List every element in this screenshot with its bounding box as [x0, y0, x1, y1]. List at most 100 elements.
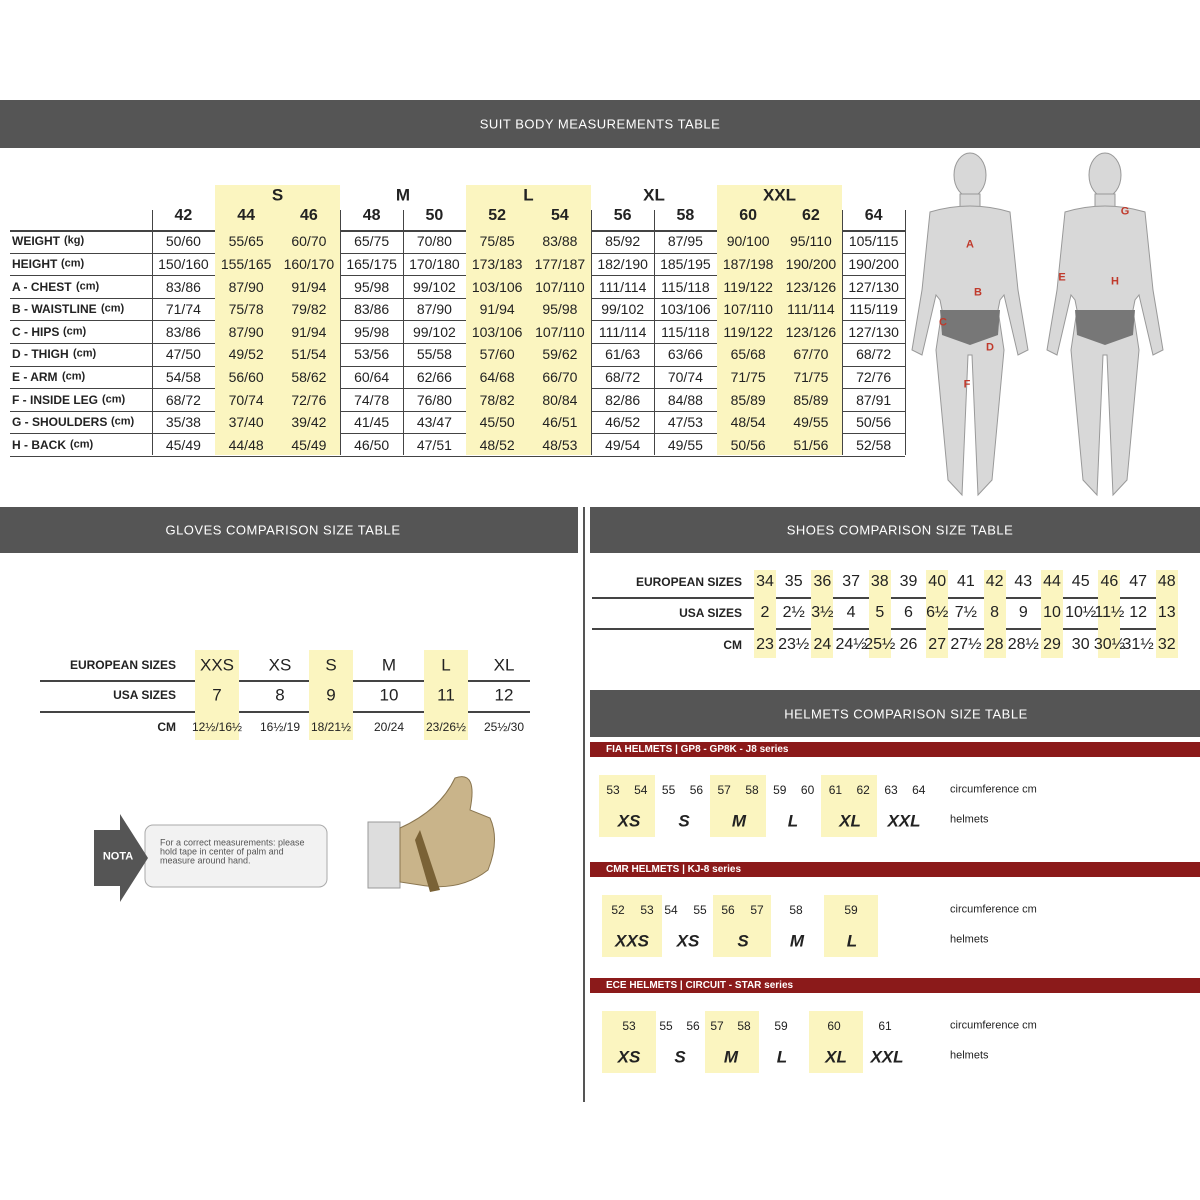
cell: 13	[1157, 604, 1176, 621]
highlight	[821, 775, 877, 837]
row-label: circumference cm	[950, 783, 1037, 796]
cell: 2	[760, 604, 770, 621]
figure-label: A	[966, 238, 974, 251]
cell: 123/126	[785, 323, 837, 340]
cell: 47/53	[667, 414, 703, 431]
cell: 53/56	[354, 346, 390, 363]
cell: 95/98	[542, 301, 578, 318]
cell: 28	[985, 636, 1004, 653]
cell: 87/91	[856, 391, 892, 408]
col-rule	[654, 210, 655, 455]
figure-label: G	[1120, 205, 1130, 218]
cell: 177/187	[534, 255, 586, 272]
cell: 185/195	[660, 255, 711, 272]
gloves-banner	[0, 507, 578, 553]
cell: 150/160	[158, 255, 209, 272]
cell: 57/60	[479, 346, 515, 363]
cell: 18/21½	[310, 720, 352, 734]
cell: 99/102	[412, 323, 456, 340]
figure-label: E	[1058, 271, 1066, 284]
cell: 103/106	[471, 323, 523, 340]
cell: 70/74	[228, 391, 264, 408]
figure-label: F	[963, 378, 971, 391]
cell: 85/92	[605, 233, 641, 250]
cell: 12	[1129, 604, 1147, 621]
cell: 46/52	[605, 414, 641, 431]
cell: 95/98	[354, 278, 390, 295]
cell: 30½	[1093, 636, 1125, 653]
section-subtitle: CMR HELMETS | KJ-8 series	[606, 864, 742, 875]
cell: 50/60	[165, 233, 201, 250]
cell: 83/88	[542, 233, 578, 250]
cell: 170/180	[409, 255, 460, 272]
rule	[10, 230, 905, 232]
rule	[10, 456, 905, 457]
cell: 65/68	[730, 346, 766, 363]
row-label: WEIGHT	[12, 234, 60, 249]
cell: 7	[212, 685, 222, 705]
cell: 29	[1043, 636, 1061, 653]
cell: M	[789, 931, 805, 951]
cell: 10	[379, 685, 399, 705]
cell: 6	[904, 604, 913, 621]
cell: 70/74	[667, 368, 703, 385]
cell: 12½/16½	[191, 720, 243, 734]
cell: 56	[689, 783, 704, 797]
highlight	[754, 570, 776, 658]
cell: 10	[1043, 604, 1061, 621]
cell: 87/95	[667, 233, 703, 250]
cell: XXL	[887, 811, 921, 831]
cell: 79/82	[291, 301, 327, 318]
cell: 11	[437, 685, 455, 705]
highlight	[277, 185, 341, 455]
highlight	[713, 895, 771, 957]
cell: 4	[846, 604, 856, 621]
cell: 35	[784, 573, 803, 590]
cell: 59	[773, 783, 787, 797]
cell: 58	[737, 1019, 751, 1033]
cell: 91/94	[479, 301, 515, 318]
cell: 105/115	[848, 233, 899, 250]
row-label: CM	[157, 720, 176, 734]
cell: 24	[813, 636, 832, 653]
cell: 61/63	[605, 346, 641, 363]
cell: XS	[268, 655, 292, 675]
cell: 60/70	[291, 233, 327, 250]
cell: 37/40	[228, 414, 264, 431]
row-label: E - ARM	[12, 369, 58, 384]
size-header: 52	[488, 207, 507, 224]
cell: 84/88	[667, 391, 703, 408]
highlight	[809, 1011, 863, 1073]
highlight	[214, 185, 278, 455]
cell: S	[678, 811, 690, 831]
cell: 57	[717, 783, 731, 797]
cell: 39/42	[291, 414, 327, 431]
cell: XXS	[614, 931, 650, 951]
figure-label: B	[974, 286, 982, 299]
cell: 70/80	[416, 233, 452, 250]
highlight	[309, 650, 353, 740]
note-tag: NOTA	[102, 850, 134, 863]
cell: 75/78	[228, 301, 264, 318]
cell: S	[674, 1047, 686, 1067]
row-label: CM	[723, 638, 742, 652]
rule	[10, 433, 905, 435]
row-label: G - SHOULDERS	[12, 415, 108, 430]
suit-banner	[0, 100, 1200, 148]
cell: 103/106	[660, 301, 711, 318]
highlight	[779, 185, 843, 455]
section-subtitle: FIA HELMETS | GP8 - GP8K - J8 series	[606, 744, 789, 755]
size-header: 50	[425, 207, 444, 224]
cell: 127/130	[848, 323, 899, 340]
cell: 82/86	[605, 391, 641, 408]
cell: 71/75	[793, 368, 829, 385]
row-label: USA SIZES	[679, 606, 742, 620]
row-label: helmets	[950, 1049, 989, 1062]
col-rule	[842, 210, 844, 455]
cell: 57	[710, 1019, 724, 1033]
cell: 95/98	[354, 323, 390, 340]
cell: 190/200	[848, 255, 899, 272]
cell: 58	[745, 783, 759, 797]
row-label: F - INSIDE LEG	[12, 392, 99, 407]
cell: 23/26½	[425, 720, 467, 734]
